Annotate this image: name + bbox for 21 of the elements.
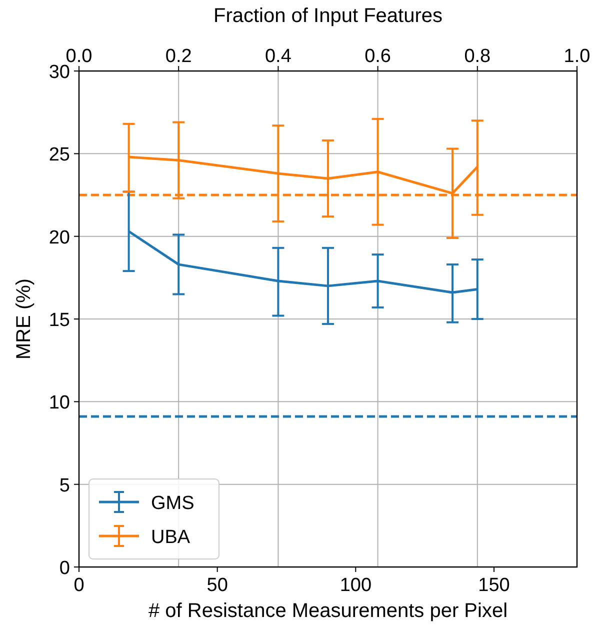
x2-axis-title: Fraction of Input Features bbox=[213, 5, 443, 27]
x2-tick-label: 0.6 bbox=[364, 46, 392, 67]
x-axis-title: # of Resistance Measurements per Pixel bbox=[148, 600, 508, 622]
x-tick-label: 50 bbox=[206, 575, 228, 596]
x2-tick-label: 0.4 bbox=[264, 46, 292, 67]
y-tick-label: 25 bbox=[48, 144, 70, 166]
y-tick-label: 0 bbox=[59, 558, 70, 579]
legend-label: UBA bbox=[151, 527, 190, 548]
y-tick-label: 20 bbox=[48, 227, 70, 248]
x-tick-label: 0 bbox=[74, 575, 84, 596]
y-tick-label: 10 bbox=[48, 392, 70, 414]
x-tick-label: 100 bbox=[340, 575, 372, 596]
legend-label: GMS bbox=[151, 493, 194, 514]
x2-tick-label: 1.0 bbox=[564, 46, 590, 67]
x2-tick-label: 0.8 bbox=[464, 46, 491, 67]
x2-tick-label: 0.2 bbox=[165, 46, 192, 67]
x-tick-label: 150 bbox=[478, 575, 510, 596]
y-axis-title: MRE (%) bbox=[13, 278, 35, 360]
y-tick-label: 30 bbox=[48, 62, 70, 83]
y-tick-label: 15 bbox=[48, 310, 70, 331]
y-tick-label: 5 bbox=[59, 475, 70, 496]
